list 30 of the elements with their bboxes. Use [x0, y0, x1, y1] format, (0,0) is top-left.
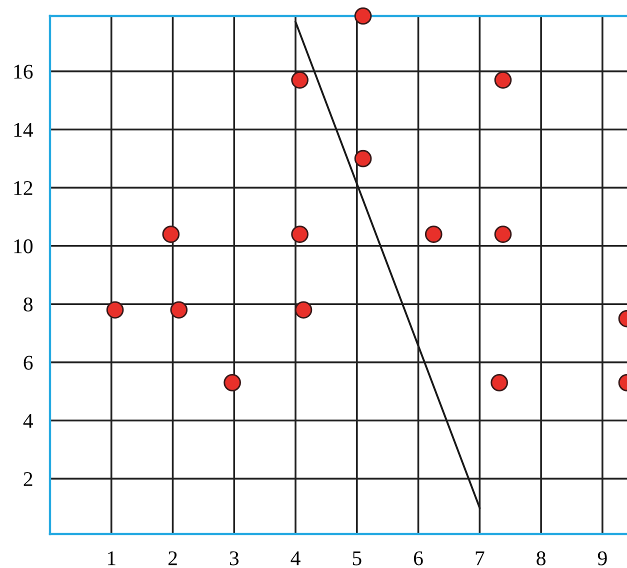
x-tick-label: 2	[168, 551, 177, 566]
x-tick-label: 5	[352, 551, 362, 566]
y-tick-label: 8	[24, 297, 33, 312]
point	[291, 226, 309, 243]
y-tick-label: 14	[14, 122, 34, 137]
x-tick-label: 1	[108, 551, 116, 566]
point	[354, 7, 372, 25]
point	[354, 150, 372, 168]
x-tick-label: 6	[414, 551, 423, 566]
point	[106, 301, 124, 319]
y-tick-label: 10	[14, 239, 33, 254]
x-tick-label: 7	[476, 551, 484, 566]
y-tick-label: 6	[24, 356, 33, 370]
point	[224, 374, 241, 392]
x-tick-label: 3	[230, 551, 239, 566]
x-tick-label: 9	[598, 551, 607, 566]
y-tick-label: 12	[14, 181, 32, 195]
point	[294, 301, 312, 319]
point	[494, 71, 512, 89]
x-tick-label: 8	[536, 551, 546, 566]
point	[424, 226, 442, 243]
x-tick-label: 4	[290, 551, 300, 566]
point	[170, 301, 188, 319]
point	[490, 374, 508, 392]
point	[162, 226, 180, 243]
point	[291, 71, 309, 89]
y-tick-label: 4	[23, 414, 34, 428]
y-tick-label: 2	[24, 472, 32, 486]
y-tick-label: 16	[14, 64, 33, 79]
point	[494, 226, 512, 243]
